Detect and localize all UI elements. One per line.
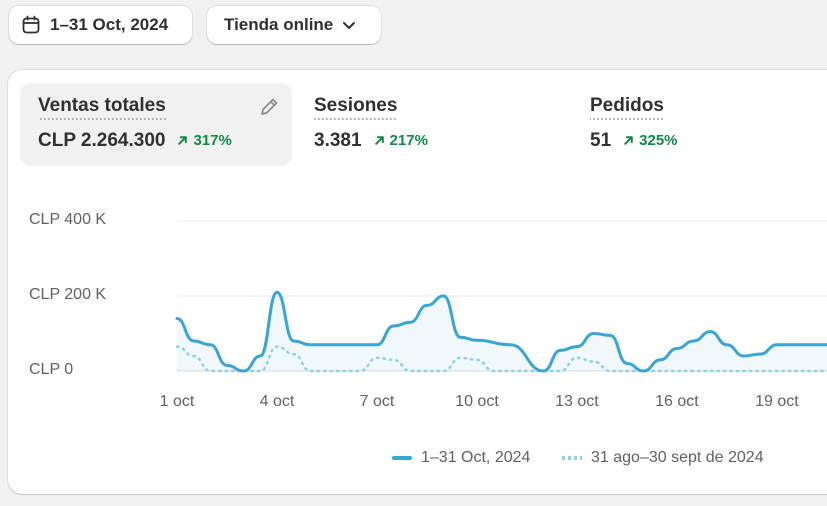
metric-change-value: 317% xyxy=(193,132,232,149)
metric-title: Ventas totales xyxy=(38,95,166,120)
metric-total-sales[interactable]: Ventas totales CLP 2.264.300 317% xyxy=(20,83,292,166)
legend-item-current[interactable]: 1–31 Oct, 2024 xyxy=(392,449,530,467)
metric-value: 51 xyxy=(590,130,612,151)
metric-change-value: 325% xyxy=(639,132,678,149)
sales-channel-dropdown[interactable]: Tienda online xyxy=(207,6,381,44)
legend-item-comparison[interactable]: 31 ago–30 sept de 2024 xyxy=(562,449,764,467)
legend-solid-swatch xyxy=(392,456,412,460)
comparison-series-line xyxy=(175,345,827,373)
primary-series-area xyxy=(177,292,827,371)
metric-change-value: 217% xyxy=(389,132,428,149)
x-axis-label: 4 oct xyxy=(259,393,295,410)
metric-change-badge: 217% xyxy=(374,132,428,149)
arrow-up-right-icon xyxy=(178,136,188,145)
x-axis-label: 7 oct xyxy=(359,393,395,410)
date-range-label: 1–31 Oct, 2024 xyxy=(50,15,169,34)
sales-line-chart[interactable] xyxy=(8,70,827,494)
metric-change-badge: 317% xyxy=(177,132,232,149)
legend-label: 31 ago–30 sept de 2024 xyxy=(591,449,764,466)
x-axis-label: 19 oct xyxy=(755,393,799,410)
legend-dotted-swatch xyxy=(562,456,582,460)
y-axis-label: CLP 200 K xyxy=(29,286,107,303)
metric-value: 3.381 xyxy=(314,130,362,151)
legend-label: 1–31 Oct, 2024 xyxy=(421,449,531,466)
metric-change-badge: 325% xyxy=(623,132,678,149)
chevron-down-icon xyxy=(341,17,357,33)
x-axis-label: 13 oct xyxy=(555,393,599,410)
y-axis-label: CLP 0 xyxy=(29,361,74,378)
pencil-icon[interactable] xyxy=(258,96,280,118)
x-axis-label: 16 oct xyxy=(655,393,699,410)
y-axis-label: CLP 400 K xyxy=(29,211,107,228)
calendar-icon xyxy=(21,15,41,35)
metric-orders[interactable]: Pedidos 51 325% xyxy=(572,83,827,166)
x-axis-label: 1 oct xyxy=(159,393,195,410)
date-range-button[interactable]: 1–31 Oct, 2024 xyxy=(9,6,192,44)
metric-title: Pedidos xyxy=(590,95,664,120)
primary-series-line xyxy=(175,290,827,373)
sales-chart-card: Ventas totales CLP 2.264.300 317% Sesion… xyxy=(8,70,827,494)
sales-channel-label: Tienda online xyxy=(224,15,334,34)
x-axis-label: 10 oct xyxy=(455,393,499,410)
arrow-up-right-icon xyxy=(374,136,384,145)
metric-sessions[interactable]: Sesiones 3.381 217% xyxy=(296,83,568,166)
metric-value: CLP 2.264.300 xyxy=(38,130,166,151)
arrow-up-right-icon xyxy=(624,136,633,145)
metric-title: Sesiones xyxy=(314,95,398,120)
